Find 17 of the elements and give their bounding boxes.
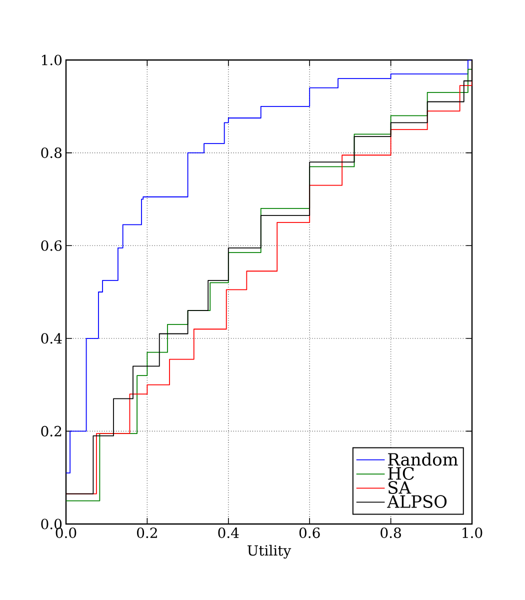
legend-label: HC: [388, 467, 414, 480]
legend-label: Random: [388, 452, 458, 466]
y-tick-label: 0.6: [41, 240, 62, 251]
x-tick-label: 0.4: [218, 528, 239, 538]
x-tick-label: 1.0: [462, 528, 482, 538]
x-tick-label: 0.0: [56, 528, 76, 538]
y-tick-label: 0.4: [41, 333, 62, 344]
y-tick-label: 0.2: [41, 426, 62, 436]
legend-label: ALPSO: [387, 495, 447, 508]
legend-label: SA: [388, 481, 412, 494]
x-tick-label: 0.2: [137, 528, 157, 538]
y-tick-label: 1.0: [42, 54, 62, 66]
x-tick-label: 0.8: [380, 528, 401, 538]
x-tick-label: 0.6: [299, 528, 320, 538]
y-tick-label: 0.8: [41, 148, 62, 158]
x-axis-title: Utility: [248, 544, 292, 559]
y-tick-label: 0.0: [41, 518, 62, 530]
